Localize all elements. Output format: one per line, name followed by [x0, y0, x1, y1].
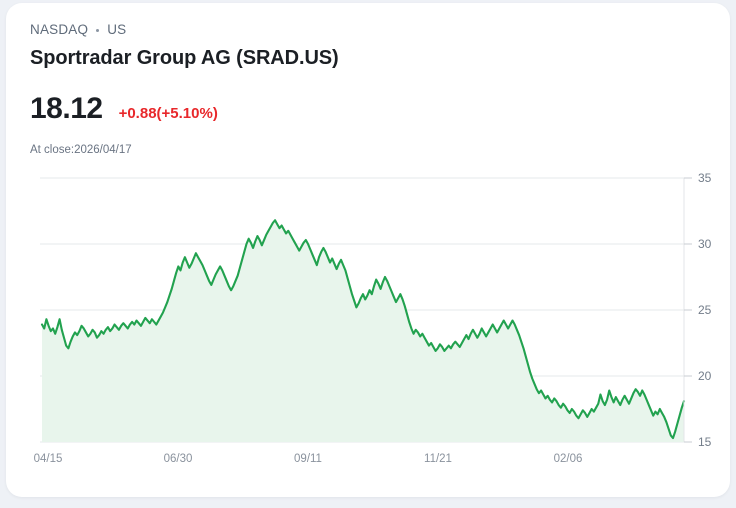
chart-line: [40, 219, 686, 440]
price-chart-svg[interactable]: 35 30 25 20 15 04/15 06/30 09/11 11/21 02/06: [6, 170, 730, 480]
x-axis-label: 02/06: [554, 453, 583, 465]
y-axis-label: 20: [698, 369, 712, 383]
stock-quote-card: NASDAQ US Sportradar Group AG (SRAD.US) …: [6, 3, 730, 497]
x-axis-label: 11/21: [424, 453, 452, 465]
market-status-note: At close:2026/04/17: [30, 144, 132, 156]
x-axis-ticks: 04/15 06/30 09/11 11/21 02/06: [34, 453, 583, 465]
region-label: US: [107, 22, 127, 37]
separator-dot-icon: [96, 28, 100, 32]
y-axis-ticks: 35 30 25 20 15: [684, 171, 712, 449]
chart-area-fill: [42, 220, 684, 442]
price-change: +0.88(+5.10%): [118, 105, 218, 122]
current-price: 18.12: [30, 92, 103, 125]
y-axis-label: 30: [698, 237, 712, 251]
card-header: NASDAQ US Sportradar Group AG (SRAD.US) …: [6, 3, 730, 158]
exchange-name: NASDAQ: [30, 22, 89, 37]
y-axis-label: 15: [698, 435, 712, 449]
y-axis-label: 25: [698, 303, 712, 317]
exchange-line: NASDAQ US: [30, 21, 706, 39]
x-axis-label: 09/11: [294, 453, 322, 465]
page-title: Sportradar Group AG (SRAD.US): [30, 47, 339, 69]
x-axis-label: 06/30: [164, 453, 193, 465]
y-axis-label: 35: [698, 171, 712, 185]
x-axis-label: 04/15: [34, 453, 63, 465]
price-row: 18.12 +0.88(+5.10%): [30, 92, 706, 126]
price-chart[interactable]: 35 30 25 20 15 04/15 06/30 09/11 11/21 02/06: [6, 170, 730, 480]
